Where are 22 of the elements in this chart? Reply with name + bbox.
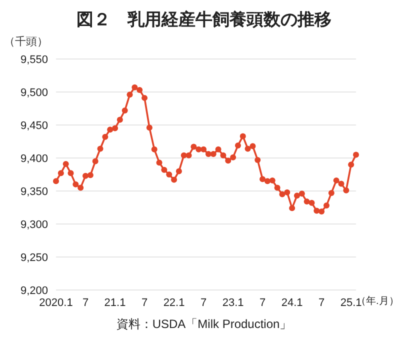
y-tick-label: 9,500 (20, 86, 48, 99)
y-tick-label: 9,350 (20, 186, 48, 198)
x-tick-label: 23.1 (222, 296, 244, 309)
y-tick-label: 9,250 (20, 252, 48, 264)
y-tick-label: 9,450 (20, 120, 48, 132)
x-tick-label: 7 (141, 296, 148, 309)
x-tick-label: 2020.1 (39, 296, 73, 309)
y-tick-label: 9,400 (20, 152, 48, 165)
x-tick-label: 7 (259, 296, 266, 309)
x-tick-label: 7 (200, 296, 207, 309)
x-tick-label: 7 (82, 296, 89, 309)
x-tick-label: 25.1 (340, 296, 362, 309)
chart-title: 図２ 乳用経産牛飼養頭数の推移 (76, 9, 332, 31)
x-tick-label: 7 (318, 296, 325, 309)
text: 資料：USDA「Milk Production」 (115, 316, 293, 333)
x-tick-label: 22.1 (163, 296, 185, 309)
y-tick-label: 9,300 (20, 218, 48, 231)
x-tick-label: 24.1 (281, 296, 303, 309)
y-tick-label: 9,200 (20, 284, 48, 297)
y-axis-title: （千頭） (4, 35, 48, 49)
x-tick-label: 21.1 (104, 296, 126, 309)
y-tick-label: 9,550 (20, 54, 48, 66)
